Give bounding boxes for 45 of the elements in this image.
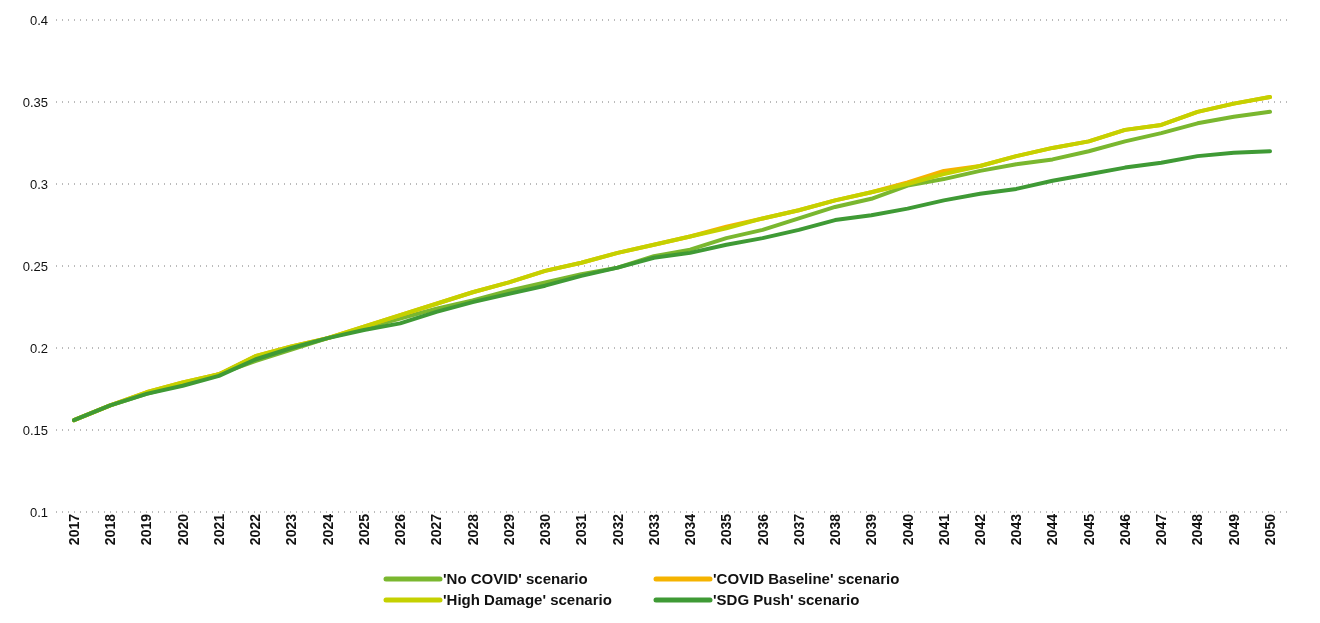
x-tick-label: 2020 [174, 513, 191, 546]
x-tick-label: 2032 [609, 513, 626, 546]
x-tick-label: 2039 [863, 513, 880, 546]
x-tick-label: 2029 [500, 513, 517, 546]
x-tick-label: 2050 [1261, 513, 1278, 546]
x-tick-label: 2023 [283, 513, 300, 546]
x-tick-label: 2037 [790, 513, 807, 546]
x-tick-label: 2027 [428, 513, 445, 546]
x-tick-label: 2047 [1153, 513, 1170, 546]
x-tick-label: 2018 [102, 513, 119, 546]
x-tick-label: 2022 [247, 513, 264, 546]
x-tick-label: 2028 [464, 513, 481, 546]
x-tick-label: 2021 [210, 513, 227, 546]
x-tick-label: 2026 [392, 513, 409, 546]
x-tick-label: 2030 [537, 513, 554, 546]
legend-label: 'High Damage' scenario [443, 591, 612, 608]
y-tick-label: 0.25 [22, 258, 48, 274]
x-tick-label: 2049 [1225, 513, 1242, 546]
y-tick-label: 0.4 [29, 12, 48, 28]
x-tick-label: 2044 [1044, 513, 1061, 546]
legend-label: 'COVID Baseline' scenario [713, 570, 900, 587]
x-tick-label: 2045 [1080, 513, 1097, 546]
x-tick-label: 2035 [718, 513, 735, 546]
legend-label: 'No COVID' scenario [443, 570, 588, 587]
y-tick-label: 0.1 [29, 504, 48, 520]
x-tick-label: 2046 [1116, 513, 1133, 546]
x-tick-label: 2036 [754, 513, 771, 546]
y-tick-label: 0.3 [29, 176, 48, 192]
x-tick-label: 2034 [682, 513, 699, 546]
y-tick-label: 0.15 [22, 422, 48, 438]
x-tick-label: 2038 [827, 513, 844, 546]
x-tick-label: 2024 [319, 513, 336, 546]
x-tick-label: 2033 [645, 513, 662, 546]
x-tick-label: 2041 [935, 513, 952, 546]
legend-label: 'SDG Push' scenario [713, 591, 860, 608]
x-tick-label: 2017 [65, 513, 82, 546]
x-tick-label: 2048 [1189, 513, 1206, 546]
y-tick-label: 0.35 [22, 94, 48, 110]
x-tick-label: 2031 [573, 513, 590, 546]
x-tick-label: 2025 [355, 513, 372, 546]
x-tick-label: 2040 [899, 513, 916, 546]
y-tick-label: 0.2 [29, 340, 48, 356]
x-tick-label: 2042 [972, 513, 988, 546]
x-tick-label: 2043 [1008, 513, 1025, 546]
x-tick-label: 2019 [138, 513, 155, 546]
